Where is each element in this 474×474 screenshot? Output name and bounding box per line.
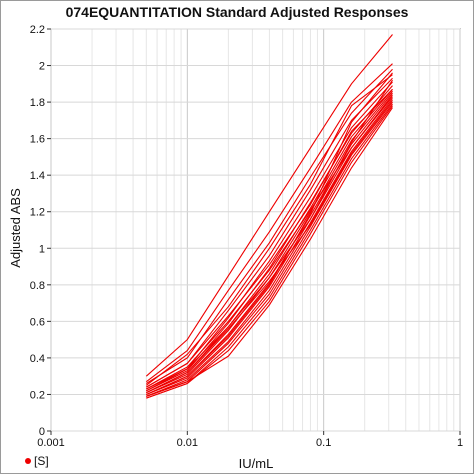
series-line	[146, 105, 393, 399]
y-tick-label: 0.6	[30, 316, 45, 328]
y-tick-label: 0.4	[30, 353, 45, 365]
y-tick-label: 1	[39, 243, 45, 255]
series-line	[146, 72, 393, 396]
y-tick-label: 0.8	[30, 280, 45, 292]
x-axis-label: IU/mL	[239, 456, 274, 471]
series-line	[145, 34, 393, 377]
series-line	[145, 63, 393, 383]
plot-area	[50, 28, 461, 432]
x-tick-label: 0.1	[316, 437, 331, 449]
legend: [S]	[25, 454, 49, 468]
chart-title: 074EQUANTITATION Standard Adjusted Respo…	[66, 4, 409, 20]
y-tick-label: 2.2	[30, 24, 45, 36]
series-line	[146, 96, 393, 390]
y-tick-label: 2	[39, 61, 45, 73]
series-line	[145, 74, 393, 386]
series-line	[146, 99, 393, 394]
y-tick-label: 1.2	[30, 207, 45, 219]
y-axis-label: Adjusted ABS	[8, 188, 23, 268]
series-line	[146, 98, 393, 397]
y-tick-label: 1.6	[30, 134, 45, 146]
series-line	[146, 68, 393, 384]
y-tick-label: 0	[39, 426, 45, 438]
legend-label: [S]	[34, 454, 49, 468]
y-tick-label: 1.4	[30, 170, 45, 182]
x-tick-label: 0.001	[37, 437, 65, 449]
series-line	[146, 107, 393, 397]
x-tick-label: 0.01	[177, 437, 198, 449]
y-tick-label: 0.2	[30, 389, 45, 401]
series-line	[146, 85, 393, 392]
plot-border	[50, 28, 461, 432]
series-line	[146, 88, 393, 388]
tick-labels: 0 0.2 0.4 0.6 0.8 1 1.2 1.4 1.6 1.8 2 2.2 0.001 0.01 0…	[30, 24, 463, 449]
x-tick-label: 1	[457, 437, 463, 449]
series-lines	[145, 34, 393, 399]
y-tick-label: 1.8	[30, 97, 45, 109]
series-line	[146, 79, 393, 392]
legend-marker	[25, 458, 31, 464]
